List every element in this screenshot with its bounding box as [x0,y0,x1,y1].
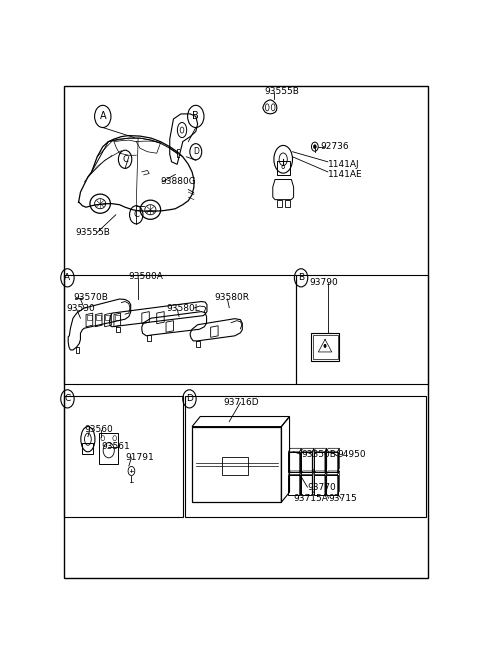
Bar [106,315,110,320]
Circle shape [324,344,326,348]
Bar [64,396,183,517]
Bar [314,452,325,472]
Text: 93715: 93715 [329,494,357,503]
Bar [276,161,290,176]
Text: C: C [133,210,139,219]
Bar [301,474,312,495]
Text: 92736: 92736 [321,142,349,151]
Text: B: B [192,111,199,121]
Circle shape [313,145,316,149]
Bar [288,452,300,472]
Text: 93770: 93770 [307,483,336,492]
Bar [326,474,337,495]
Text: C: C [64,394,71,403]
Bar [115,315,120,320]
Text: C: C [122,155,128,164]
Text: 93555B: 93555B [264,86,300,96]
Text: 91791: 91791 [125,453,154,462]
Text: B: B [298,273,304,282]
Text: 93561: 93561 [101,442,130,451]
Bar [192,426,281,502]
Text: 93716D: 93716D [224,398,259,407]
Bar [314,474,325,495]
Text: 93580L: 93580L [166,303,200,312]
Bar [185,396,426,517]
Text: A: A [99,111,106,121]
Text: 93715A: 93715A [294,494,328,503]
Text: D: D [193,147,199,157]
Bar [276,200,282,207]
Text: 93880G: 93880G [160,178,196,187]
Bar [296,275,428,384]
Text: D: D [186,394,193,403]
Text: 94950: 94950 [337,450,366,459]
Bar [87,315,92,320]
Bar [311,333,339,361]
Bar [83,443,94,455]
Bar [312,335,337,359]
Text: 93530: 93530 [67,303,96,312]
Text: 93580R: 93580R [215,293,250,303]
Bar [64,275,296,384]
Bar [301,452,312,472]
Text: 93580A: 93580A [129,272,164,281]
Text: 1141AE: 1141AE [328,170,362,179]
Bar [326,452,337,472]
Text: 93350B: 93350B [301,450,336,459]
Bar [285,200,290,207]
Text: 93560: 93560 [84,424,113,434]
Bar [99,433,119,464]
Text: 93555B: 93555B [75,228,110,237]
Text: 1141AJ: 1141AJ [328,160,360,169]
Bar [288,474,300,495]
Text: 93790: 93790 [309,278,338,288]
Text: 93570B: 93570B [73,293,108,303]
Text: A: A [64,273,71,282]
Bar [222,457,248,474]
Bar [96,315,101,320]
